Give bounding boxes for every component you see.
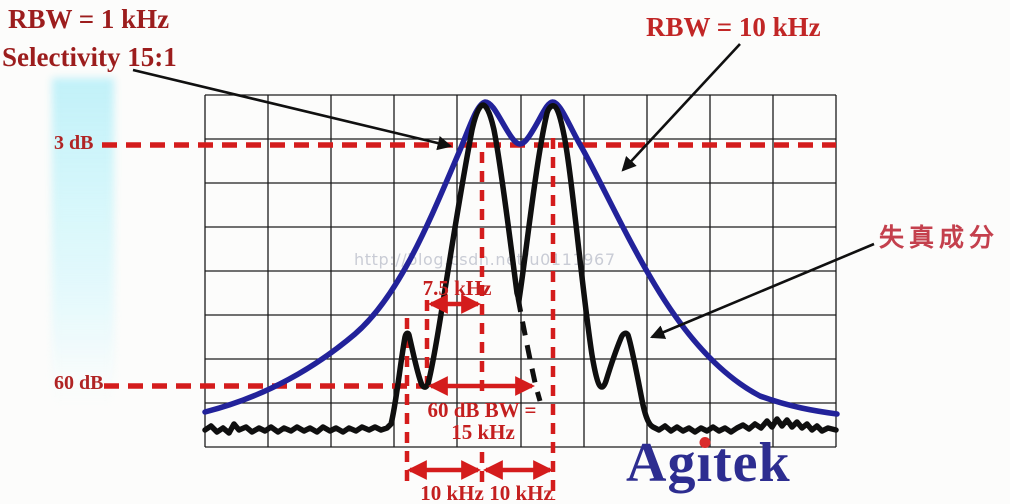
selectivity-label: Selectivity 15:1 [2,42,177,72]
logo-red-dot [699,437,711,448]
rbw-1khz-curve [202,102,839,436]
bw60-label-line1: 60 dB BW = [427,398,537,422]
distortion-pointer-arrow [649,242,875,339]
rbw-10khz-curve [202,99,840,417]
half-bw-label: 7.5 kHz [422,276,492,300]
rbw-1khz-label: RBW = 1 kHz [8,4,170,34]
logo-part-post: tek [713,432,791,494]
offset-right-label: 10 kHz [489,481,553,504]
3db-level-label: 3 dB [54,132,94,154]
60db-level-label: 60 dB [54,372,104,394]
rbw-1khz-hidden-skirt [515,297,543,402]
rbw10-pointer-arrow [621,43,741,172]
agitek-logo: Ag ıtek [626,431,791,495]
selectivity-pointer-arrow [132,68,453,151]
cyan-highlight-band [52,78,114,408]
logo-dotless-i: ı [696,432,714,494]
logo-i-with-red-dot: ı [696,431,713,495]
distortion-label: 失真成分 [879,225,1000,252]
logo-part-pre: Ag [626,432,697,494]
watermark-url: http://blog.csdn.net/u0111967 [354,250,616,269]
bw60-label-line2: 15 kHz [451,420,515,444]
rbw-10khz-label: RBW = 10 kHz [646,12,821,42]
offset-left-label: 10 kHz [420,481,484,504]
